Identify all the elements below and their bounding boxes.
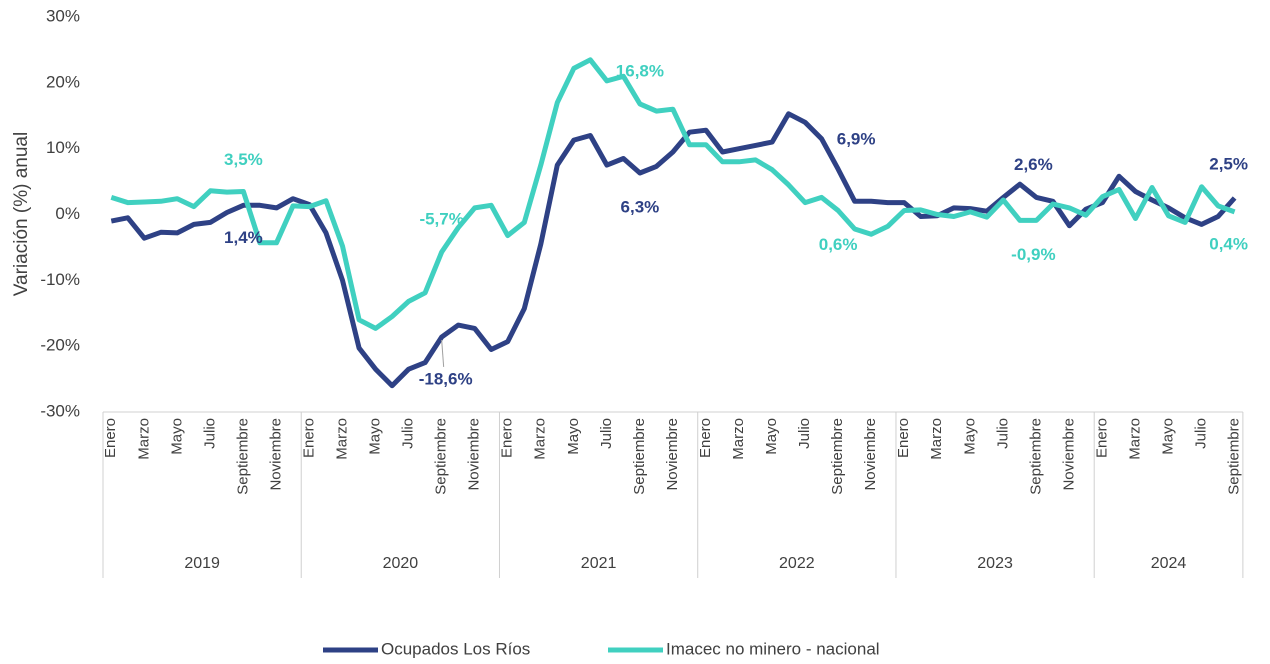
x-tick-label: Enero [895,418,912,458]
x-tick-label: Septiembre [631,418,648,495]
series-line [110,111,1237,389]
data-label: 3,5% [224,150,263,169]
data-label: -5,7% [419,210,463,229]
x-tick-label: Marzo [135,418,152,460]
x-tick-label: Julio [201,418,218,449]
y-axis-label: Variación (%) anual [11,132,32,296]
x-tick-label: Noviembre [664,418,681,491]
x-tick-label: Enero [300,418,317,458]
x-tick-label: Mayo [763,418,780,455]
group-label: 2022 [779,555,815,572]
x-tick-label: Septiembre [1226,418,1243,495]
group-label: 2019 [184,555,220,572]
x-tick-label: Noviembre [466,418,483,491]
x-tick-label: Julio [598,418,615,449]
x-tick-label: Marzo [1126,418,1143,460]
x-tick-label: Marzo [730,418,747,460]
data-label: 2,6% [1014,155,1053,174]
x-tick-label: Mayo [367,418,384,455]
x-tick-label: Mayo [565,418,582,455]
data-label: 1,4% [224,228,263,247]
x-tick-label: Septiembre [234,418,251,495]
x-tick-label: Enero [102,418,119,458]
x-tick-label: Mayo [168,418,185,455]
legend-label: Ocupados Los Ríos [381,639,530,658]
x-tick-label: Septiembre [433,418,450,495]
x-tick-label: Marzo [928,418,945,460]
x-tick-label: Mayo [961,418,978,455]
x-tick-label: Julio [796,418,813,449]
legend-label: Imacec no minero - nacional [666,639,880,658]
x-tick-label: Mayo [1160,418,1177,455]
y-tick-label: -20% [40,336,80,355]
x-tick-label: Marzo [532,418,549,460]
x-tick-label: Septiembre [1027,418,1044,495]
group-label: 2021 [581,555,617,572]
y-tick-label: 30% [46,6,80,25]
leader-line [441,339,445,367]
group-label: 2023 [977,555,1013,572]
data-label: 16,8% [616,61,664,80]
x-tick-label: Julio [994,418,1011,449]
group-label: 2020 [383,555,419,572]
x-tick-label: Enero [697,418,714,458]
x-tick-label: Septiembre [829,418,846,495]
data-label: -0,9% [1011,245,1055,264]
x-tick-label: Enero [1093,418,1110,458]
y-tick-label: 20% [46,72,80,91]
x-tick-label: Noviembre [267,418,284,491]
data-label: 2,5% [1209,155,1248,174]
series-line [110,57,1236,331]
x-tick-label: Enero [499,418,516,458]
data-label: 6,3% [621,198,660,217]
data-label: -18,6% [419,369,473,388]
y-tick-label: -30% [40,401,80,420]
y-tick-label: 0% [55,204,80,223]
data-label: 6,9% [837,130,876,149]
x-tick-label: Julio [1193,418,1210,449]
data-label: 0,4% [1209,234,1248,253]
data-label: 0,6% [819,235,858,254]
group-label: 2024 [1151,555,1187,572]
x-tick-label: Julio [400,418,417,449]
x-tick-label: Noviembre [862,418,879,491]
x-tick-label: Noviembre [1060,418,1077,491]
y-tick-label: 10% [46,138,80,157]
x-tick-label: Marzo [334,418,351,460]
y-tick-label: -10% [40,270,80,289]
